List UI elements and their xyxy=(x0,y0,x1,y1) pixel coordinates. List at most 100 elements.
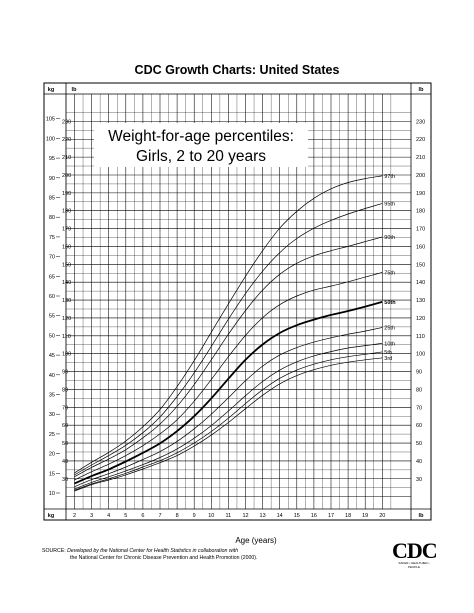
lb-tick-label-right: 40 xyxy=(416,459,422,465)
age-tick-label: 13 xyxy=(260,513,266,519)
kg-tick-label: 60 xyxy=(49,294,55,300)
lb-tick-label-right: 220 xyxy=(416,137,425,143)
curve-10th xyxy=(74,342,383,490)
chart-subtitle: Girls, 2 to 20 years xyxy=(136,148,266,165)
lb-tick-label-left: 160 xyxy=(62,244,71,250)
age-tick-label: 10 xyxy=(208,513,214,519)
lb-tick-label-left: 100 xyxy=(62,352,71,358)
lb-tick-label-right: 80 xyxy=(416,387,422,393)
age-tick-label: 17 xyxy=(328,513,334,519)
unit-label-kg-bottom: kg xyxy=(48,513,54,519)
cdc-logo-tagline: SAFER • HEALTHIER • PEOPLE xyxy=(398,561,430,569)
curve-97th xyxy=(74,175,383,474)
age-tick-label: 6 xyxy=(141,513,144,519)
lb-tick-label-left: 70 xyxy=(62,405,68,411)
kg-tick-label: 35 xyxy=(49,393,55,399)
lb-tick-label-right: 100 xyxy=(416,352,425,358)
age-tick-label: 15 xyxy=(294,513,300,519)
curve-95th xyxy=(74,203,383,476)
curve-3rd xyxy=(74,357,383,492)
kg-tick-label: 25 xyxy=(49,432,55,438)
unit-label-lb-top: lb xyxy=(72,87,78,93)
kg-tick-label: 80 xyxy=(49,215,55,221)
lb-tick-label-left: 60 xyxy=(62,423,68,429)
percentile-label-3rd: 3rd xyxy=(384,356,392,362)
lb-tick-label-right: 170 xyxy=(416,227,425,233)
kg-tick-label: 85 xyxy=(49,196,55,202)
kg-tick-label: 75 xyxy=(49,235,55,241)
age-tick-label: 16 xyxy=(311,513,317,519)
age-tick-label: 8 xyxy=(176,513,179,519)
kg-tick-label: 105 xyxy=(46,117,55,123)
lb-tick-label-right: 230 xyxy=(416,119,425,125)
lb-tick-label-left: 40 xyxy=(62,459,68,465)
percentile-label-5th: 5th xyxy=(384,350,392,356)
lb-tick-label-left: 130 xyxy=(62,298,71,304)
age-tick-label: 5 xyxy=(124,513,127,519)
lb-tick-label-right: 200 xyxy=(416,173,425,179)
kg-tick-label: 40 xyxy=(49,373,55,379)
kg-tick-label: 95 xyxy=(49,156,55,162)
lb-tick-label-right: 190 xyxy=(416,191,425,197)
curve-90th xyxy=(74,236,383,478)
lb-tick-label-left: 200 xyxy=(62,173,71,179)
lb-tick-label-right: 70 xyxy=(416,405,422,411)
lb-tick-label-left: 190 xyxy=(62,191,71,197)
lb-tick-label-left: 210 xyxy=(62,155,71,161)
chart-title-box: Weight-for-age percentiles: Girls, 2 to … xyxy=(94,123,308,167)
age-tick-label: 7 xyxy=(158,513,161,519)
age-tick-label: 19 xyxy=(362,513,368,519)
curve-75th xyxy=(74,272,383,481)
age-tick-label: 12 xyxy=(242,513,248,519)
kg-tick-label: 30 xyxy=(49,412,55,418)
kg-tick-label: 65 xyxy=(49,274,55,280)
lb-tick-label-right: 110 xyxy=(416,334,425,340)
lb-tick-label-right: 130 xyxy=(416,298,425,304)
lb-tick-label-right: 180 xyxy=(416,209,425,215)
lb-tick-label-left: 110 xyxy=(62,334,71,340)
kg-tick-label: 55 xyxy=(49,314,55,320)
x-axis-label: Age (years) xyxy=(235,536,277,545)
percentile-label-75th: 75th xyxy=(384,270,395,276)
axes xyxy=(43,82,432,521)
percentile-label-10th: 10th xyxy=(384,341,395,347)
kg-tick-label: 90 xyxy=(49,176,55,182)
lb-tick-label-left: 140 xyxy=(62,280,71,286)
age-tick-label: 2 xyxy=(73,513,76,519)
cdc-logo: CDC SAFER • HEALTHIER • PEOPLE xyxy=(392,538,438,569)
lb-tick-label-left: 30 xyxy=(62,477,68,483)
lb-tick-label-left: 180 xyxy=(62,209,71,215)
percentile-label-97th: 97th xyxy=(384,174,395,180)
unit-label-kg-top: kg xyxy=(48,87,54,93)
lb-tick-label-right: 210 xyxy=(416,155,425,161)
curve-50th xyxy=(74,301,383,485)
source-lead: Developed by the National Center for Hea… xyxy=(67,548,239,554)
lb-tick-label-left: 120 xyxy=(62,316,71,322)
kg-tick-label: 50 xyxy=(49,333,55,339)
percentile-curves xyxy=(74,175,383,492)
lb-tick-label-right: 120 xyxy=(416,316,425,322)
cdc-logo-text: CDC xyxy=(392,538,438,563)
curve-5th xyxy=(74,351,383,491)
lb-tick-label-left: 80 xyxy=(62,387,68,393)
age-tick-label: 11 xyxy=(226,513,232,519)
source-note: SOURCE: Developed by the National Center… xyxy=(42,548,257,561)
lb-tick-label-left: 90 xyxy=(62,370,68,376)
lb-tick-label-right: 50 xyxy=(416,441,422,447)
lb-tick-label-left: 170 xyxy=(62,227,71,233)
percentile-label-25th: 25th xyxy=(384,326,395,332)
lb-tick-label-right: 160 xyxy=(416,244,425,250)
kg-tick-label: 70 xyxy=(49,255,55,261)
lb-tick-label-right: 30 xyxy=(416,477,422,483)
unit-label-lb-bottom: lb xyxy=(419,513,425,519)
lb-tick-label-right: 90 xyxy=(416,370,422,376)
source-label: SOURCE: xyxy=(42,548,66,554)
age-tick-label: 18 xyxy=(345,513,351,519)
percentile-label-95th: 95th xyxy=(384,201,395,207)
age-tick-label: 4 xyxy=(107,513,110,519)
kg-tick-label: 15 xyxy=(49,471,55,477)
lb-tick-label-right: 150 xyxy=(416,262,425,268)
percentile-label-50th: 50th xyxy=(384,300,396,306)
kg-tick-label: 45 xyxy=(49,353,55,359)
